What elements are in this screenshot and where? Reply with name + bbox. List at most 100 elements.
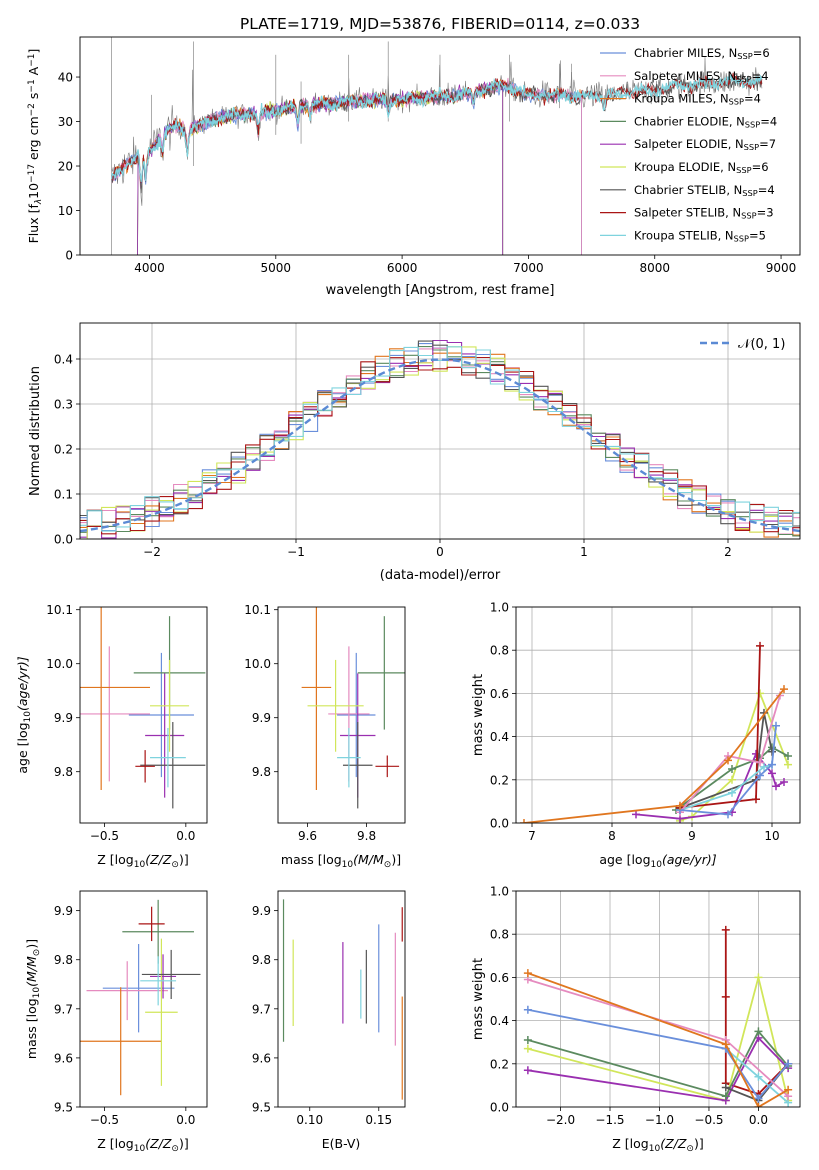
- weight-vs-Z-axes: [516, 890, 800, 1108]
- spectrum-ytick-label: 0: [65, 249, 73, 263]
- weight-vs-age-xlabel: age [log10(age/yr)]: [599, 852, 716, 870]
- spectrum-legend-label-part: Chabrier STELIB, N: [634, 183, 742, 197]
- age-vs-mass-xlabel-part: )]: [391, 852, 401, 867]
- weight-vs-Z-point: [754, 1094, 763, 1103]
- weight-vs-age-axes: [516, 606, 800, 824]
- spectrum-legend-label: Chabrier STELIB, NSSP=4: [634, 183, 775, 198]
- weight-vs-age-ytick-label: 0.0: [490, 817, 509, 831]
- mass-vs-Z-ytick-label: 9.7: [54, 1002, 73, 1016]
- weight-vs-Z-point: [721, 1092, 730, 1101]
- spectrum-legend-label-part: Chabrier ELODIE, N: [634, 114, 745, 128]
- weight-vs-age-ytick-label: 0.2: [490, 773, 509, 787]
- spectrum-legend-label-part: =4: [752, 69, 769, 83]
- weight-vs-Z-point: [754, 973, 763, 982]
- mass-vs-Z-axes: [80, 891, 207, 1107]
- weight-vs-Z-xlabel-part: Z [log: [612, 1136, 648, 1151]
- mass-vs-Z-xlabel-part: ⊙: [171, 1144, 179, 1154]
- mass-vs-Z-xlabel-part: (Z/Z: [145, 1136, 172, 1151]
- spectrum-ylabel-part: 10: [26, 183, 41, 199]
- age-vs-Z-ylabel-part: 10: [23, 711, 33, 723]
- mass-vs-Z-ytick-label: 9.9: [54, 904, 73, 918]
- weight-vs-age-plot: [520, 641, 792, 823]
- weight-vs-Z-point: [721, 992, 730, 1001]
- weight-vs-Z-xlabel-part: 10: [649, 1144, 661, 1154]
- age-vs-Z-plot: [80, 607, 206, 809]
- age-vs-mass-xlabel: mass [log10(M/M⊙)]: [281, 852, 401, 870]
- residuals-frame-group: −2 −1 0 1 2 0.0 0.1 0.2 0.3 0.4 𝒩(0, 1): [54, 322, 801, 559]
- weight-vs-age-series-line: [679, 712, 773, 809]
- spectrum-legend-label: Chabrier MILES, NSSP=6: [634, 46, 770, 61]
- weight-vs-age-point: [728, 788, 736, 797]
- spectrum-title: PLATE=1719, MJD=53876, FIBERID=0114, z=0…: [240, 15, 640, 33]
- residuals-ytick-label: 0.1: [54, 488, 73, 502]
- weight-vs-Z-point: [721, 1083, 730, 1092]
- weight-vs-Z-ytick-label: 0.2: [490, 1057, 509, 1071]
- weight-vs-age-point: [724, 810, 732, 819]
- weight-vs-Z-series-line: [527, 972, 789, 1107]
- mass-vs-EBV-ytick-label: 9.5: [252, 1101, 271, 1115]
- mass-vs-Z-frame-group: −0.5 0.0 9.5 9.6 9.7 9.8 9.9: [54, 890, 208, 1127]
- age-vs-Z-axes: [80, 607, 207, 823]
- weight-vs-age-point: [768, 769, 776, 778]
- age-vs-mass-frame: [277, 606, 406, 824]
- mass-vs-EBV-plot: [282, 899, 403, 1100]
- age-vs-mass-xlabel-part: ⊙: [384, 860, 392, 870]
- spectrum-legend-label-part: SSP: [736, 74, 751, 84]
- mass-vs-EBV-xtick-label: 0.15: [365, 1113, 392, 1127]
- weight-vs-age-ytick-label: 0.4: [490, 730, 509, 744]
- weight-vs-Z-frame-group: −2.0 −1.5 −1.0 −0.5 0.0 0.0 0.2 0.4 0.6 0.8 1.0: [490, 885, 801, 1127]
- residuals-histogram: [80, 340, 800, 527]
- residuals-ytick-label: 0.2: [54, 443, 73, 457]
- spectrum-model-line: [111, 74, 763, 183]
- weight-vs-age-point: [772, 721, 780, 730]
- age-vs-mass-ytick-label: 10.1: [244, 603, 271, 617]
- mass-vs-Z-frame: [79, 890, 208, 1108]
- weight-vs-age-ytick-label: 0.8: [490, 644, 509, 658]
- weight-vs-Z-point: [754, 1027, 763, 1036]
- weight-vs-age-point: [768, 747, 776, 756]
- weight-vs-Z-plot: [523, 925, 793, 1107]
- spectrum-axes: [80, 37, 800, 255]
- spectrum-legend-label-part: Chabrier MILES, N: [634, 46, 737, 60]
- weight-vs-Z-point: [754, 1072, 763, 1081]
- weight-vs-age-point: [724, 756, 732, 765]
- residuals-ytick-label: 0.0: [54, 533, 73, 547]
- age-vs-Z-ylabel: age [log10(age/yr)]: [15, 656, 33, 773]
- weight-vs-age-point: [772, 782, 780, 791]
- age-vs-mass-xlabel-part: 10: [342, 860, 354, 870]
- residuals-ytick-label: 0.3: [54, 398, 73, 412]
- spectrum-legend-label-part: Salpeter MILES, N: [634, 69, 736, 83]
- weight-vs-Z-ytick-label: 1.0: [490, 885, 509, 899]
- age-vs-mass-axes: [278, 607, 405, 823]
- weight-vs-age-xtick-label: 7: [528, 829, 536, 843]
- spectrum-legend-label-part: SSP: [729, 97, 744, 107]
- spectrum-legend-label: Kroupa STELIB, NSSP=5: [634, 228, 766, 243]
- weight-vs-Z-ylabel: mass weight: [471, 958, 486, 1040]
- weight-vs-Z-point: [523, 1044, 532, 1053]
- residuals-histogram: [80, 339, 800, 539]
- mass-vs-EBV-frame-group: 0.10 0.15 9.5 9.6 9.7 9.8 9.9: [252, 890, 406, 1127]
- spectrum-legend-label-part: SSP: [741, 211, 756, 221]
- weight-vs-age-point: [756, 641, 764, 650]
- spectrum-ylabel-part: −1: [27, 54, 37, 67]
- weight-vs-Z-xlabel-part: ⊙: [686, 1144, 694, 1154]
- weight-vs-Z-point: [784, 1059, 793, 1068]
- spectrum-legend-label-part: =7: [759, 137, 776, 151]
- spectrum-legend-label-part: =4: [758, 183, 775, 197]
- mass-vs-Z-xtick-label: 0.0: [176, 1113, 195, 1127]
- spectrum-legend-label-part: Salpeter ELODIE, N: [634, 137, 744, 151]
- spectrum-legend-label-part: Kroupa STELIB, N: [634, 228, 734, 242]
- age-vs-mass-plot: [301, 607, 405, 809]
- spectrum-legend-label: Kroupa MILES, NSSP=4: [634, 92, 761, 107]
- weight-vs-Z-ytick-label: 0.6: [490, 971, 509, 985]
- weight-vs-age-ytick-label: 1.0: [490, 601, 509, 615]
- spectrum-legend-label-part: =4: [744, 92, 761, 106]
- spectrum-ylabel-part: −2: [27, 103, 37, 116]
- mass-vs-Z-ylabel-part: 10: [32, 987, 42, 999]
- age-vs-Z-ylabel-part: age [log: [15, 722, 30, 773]
- weight-vs-Z-ytick-label: 0.4: [490, 1014, 509, 1028]
- mass-vs-EBV-ytick-label: 9.8: [252, 953, 271, 967]
- age-vs-Z-ytick-label: 9.8: [54, 765, 73, 779]
- age-vs-Z-xtick-label: −0.5: [90, 829, 119, 843]
- mass-vs-Z-background: [80, 891, 207, 1107]
